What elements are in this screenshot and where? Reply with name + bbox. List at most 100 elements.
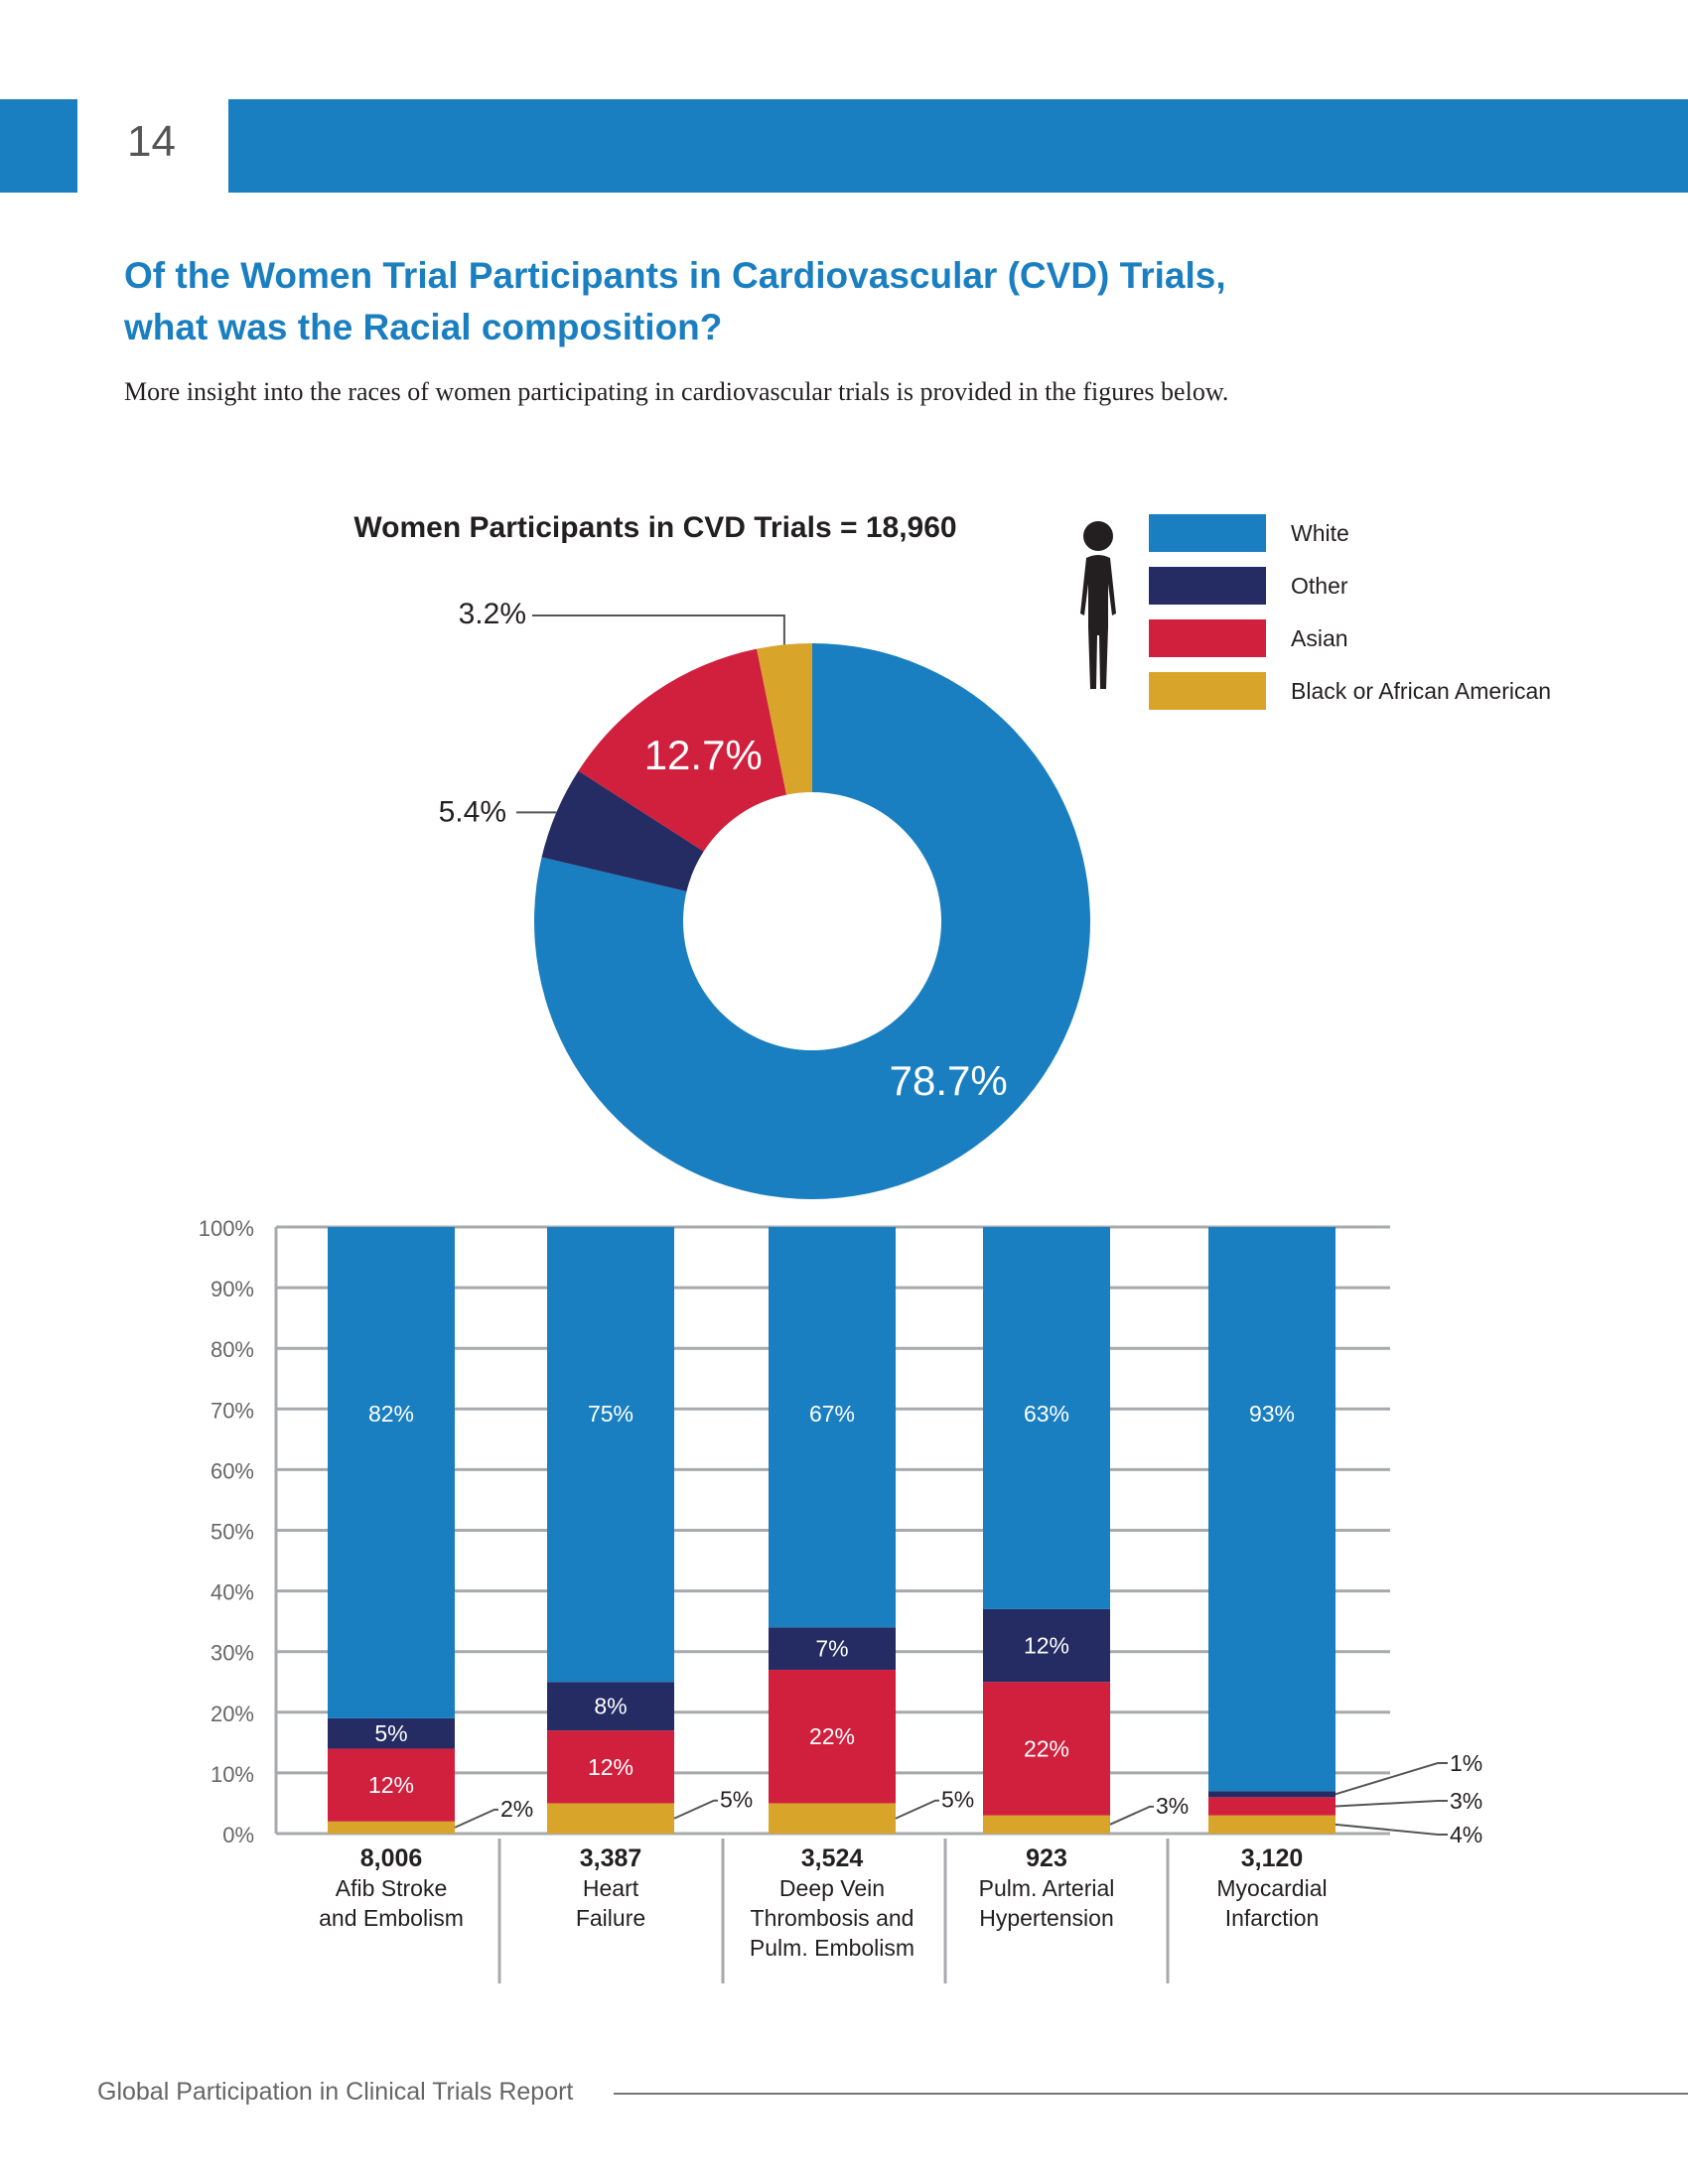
page-title-line-2: what was the Racial composition?: [124, 307, 723, 347]
y-tick-label: 100%: [199, 1216, 254, 1241]
category-label: Afib Stroke: [336, 1875, 448, 1901]
bar-label-asian: 22%: [809, 1723, 855, 1749]
donut-label-asian: 12.7%: [644, 732, 763, 778]
bar-label-black: 5%: [720, 1787, 753, 1813]
donut-slice-white: [534, 643, 1090, 1199]
category-count: 3,524: [801, 1844, 864, 1872]
bar-segment-white: [983, 1227, 1110, 1609]
category-label: Infarction: [1225, 1905, 1320, 1931]
page-title: Of the Women Trial Participants in Cardi…: [124, 250, 1514, 353]
bar-segment-other: [1208, 1791, 1336, 1798]
donut-legend: White Other Asian Black or African American: [1149, 514, 1551, 710]
bar-label-other: 5%: [374, 1720, 407, 1746]
bar-leader-black: [1335, 1823, 1448, 1836]
y-tick-label: 80%: [211, 1337, 254, 1362]
footer-report-title: Global Participation in Clinical Trials …: [97, 2078, 574, 2106]
bar-segment-other: [328, 1717, 455, 1749]
bar-segment-other: [547, 1682, 674, 1731]
bar-segment-asian: [1208, 1797, 1336, 1816]
bar-segment-asian: [547, 1730, 674, 1804]
page-subtitle: More insight into the races of women par…: [124, 377, 1229, 406]
bar-label-white: 75%: [588, 1401, 633, 1427]
bar-label-other: 1%: [1450, 1750, 1482, 1776]
category-label: Heart: [583, 1875, 639, 1901]
bar-segment-black: [328, 1821, 455, 1834]
bar-segment-black: [769, 1803, 896, 1834]
bar-label-asian: 3%: [1450, 1788, 1482, 1814]
donut-label-other: 5.4%: [439, 795, 506, 828]
bar-leader-asian: [1335, 1800, 1448, 1808]
y-tick-label: 30%: [211, 1641, 254, 1666]
bar-label-black: 3%: [1156, 1793, 1189, 1819]
bar-segment-white: [769, 1227, 896, 1628]
woman-silhouette-icon: [1080, 521, 1116, 689]
legend-swatch-asian: [1149, 619, 1266, 657]
donut-label-white: 78.7%: [890, 1057, 1008, 1104]
y-tick-label: 50%: [211, 1520, 254, 1545]
bar-label-white: 82%: [368, 1401, 414, 1427]
legend-label-asian: Asian: [1291, 625, 1348, 651]
footer-rule: [614, 2093, 1688, 2095]
bar-segment-black: [983, 1815, 1110, 1834]
header-band-right: [228, 99, 1688, 193]
bar-label-asian: 12%: [588, 1754, 633, 1780]
category-label: Pulm. Arterial: [979, 1875, 1115, 1901]
bar-label-white: 63%: [1024, 1401, 1069, 1427]
bar-segment-other: [983, 1608, 1110, 1683]
bar-label-other: 8%: [594, 1694, 627, 1719]
stacked-bar-chart: 0% 10% 20% 30% 40% 50% 60% 70% 80% 90% 100% 82% 5% 12…: [199, 1216, 1482, 1983]
category-count: 923: [1026, 1844, 1067, 1872]
category-label: Thrombosis and: [751, 1905, 914, 1931]
bar-label-other: 7%: [815, 1636, 848, 1662]
donut-slice-asian: [578, 648, 787, 852]
donut-label-black: 3.2%: [459, 598, 526, 630]
bar-segment-white: [547, 1227, 674, 1683]
category-count: 3,120: [1241, 1844, 1304, 1872]
bar-segment-asian: [983, 1682, 1110, 1816]
bar-segment-asian: [328, 1748, 455, 1822]
donut-slice-other: [541, 770, 704, 892]
y-tick-label: 90%: [211, 1277, 254, 1301]
page-number: 14: [127, 117, 176, 166]
category-label: Failure: [576, 1905, 645, 1931]
category-label: Myocardial: [1216, 1875, 1327, 1901]
legend-swatch-white: [1149, 514, 1266, 552]
legend-label-other: Other: [1291, 573, 1348, 599]
bar-segment-black: [547, 1803, 674, 1834]
bar-segment-black: [1208, 1815, 1336, 1834]
bar-label-asian: 12%: [368, 1772, 414, 1798]
bar-label-white: 93%: [1249, 1401, 1295, 1427]
y-tick-label: 40%: [211, 1580, 254, 1605]
category-label: Deep Vein: [779, 1875, 885, 1901]
category-label: Hypertension: [979, 1905, 1114, 1931]
y-tick-label: 60%: [211, 1458, 254, 1483]
category-count: 3,387: [580, 1844, 642, 1872]
bar-label-black: 2%: [500, 1796, 533, 1822]
donut-slice-black: [757, 643, 812, 795]
donut-leader-black: [532, 614, 785, 645]
y-tick-label: 20%: [211, 1702, 254, 1726]
bar-leader-black: [895, 1799, 939, 1820]
bar-leader-other: [1335, 1762, 1448, 1796]
legend-swatch-other: [1149, 567, 1266, 605]
bar-segment-other: [769, 1627, 896, 1671]
bar-leader-black: [454, 1808, 498, 1829]
y-tick-label: 0%: [222, 1823, 254, 1847]
legend-swatch-black: [1149, 672, 1266, 710]
bar-label-white: 67%: [809, 1401, 855, 1427]
donut-chart: Women Participants in CVD Trials = 18,96…: [353, 511, 1090, 1199]
bar-label-black: 4%: [1450, 1822, 1482, 1847]
header-band-left: [0, 99, 77, 193]
donut-title: Women Participants in CVD Trials = 18,96…: [353, 511, 956, 544]
bar-segment-asian: [769, 1670, 896, 1804]
legend-label-black: Black or African American: [1291, 678, 1551, 704]
bar-label-black: 5%: [941, 1787, 974, 1813]
category-label: Pulm. Embolism: [750, 1935, 914, 1961]
y-tick-label: 10%: [211, 1762, 254, 1787]
bar-segment-white: [1208, 1227, 1336, 1792]
bar-label-other: 12%: [1024, 1633, 1069, 1659]
page-title-line-1: Of the Women Trial Participants in Cardi…: [124, 255, 1226, 296]
legend-label-white: White: [1291, 520, 1349, 546]
bar-leader-black: [673, 1799, 718, 1820]
